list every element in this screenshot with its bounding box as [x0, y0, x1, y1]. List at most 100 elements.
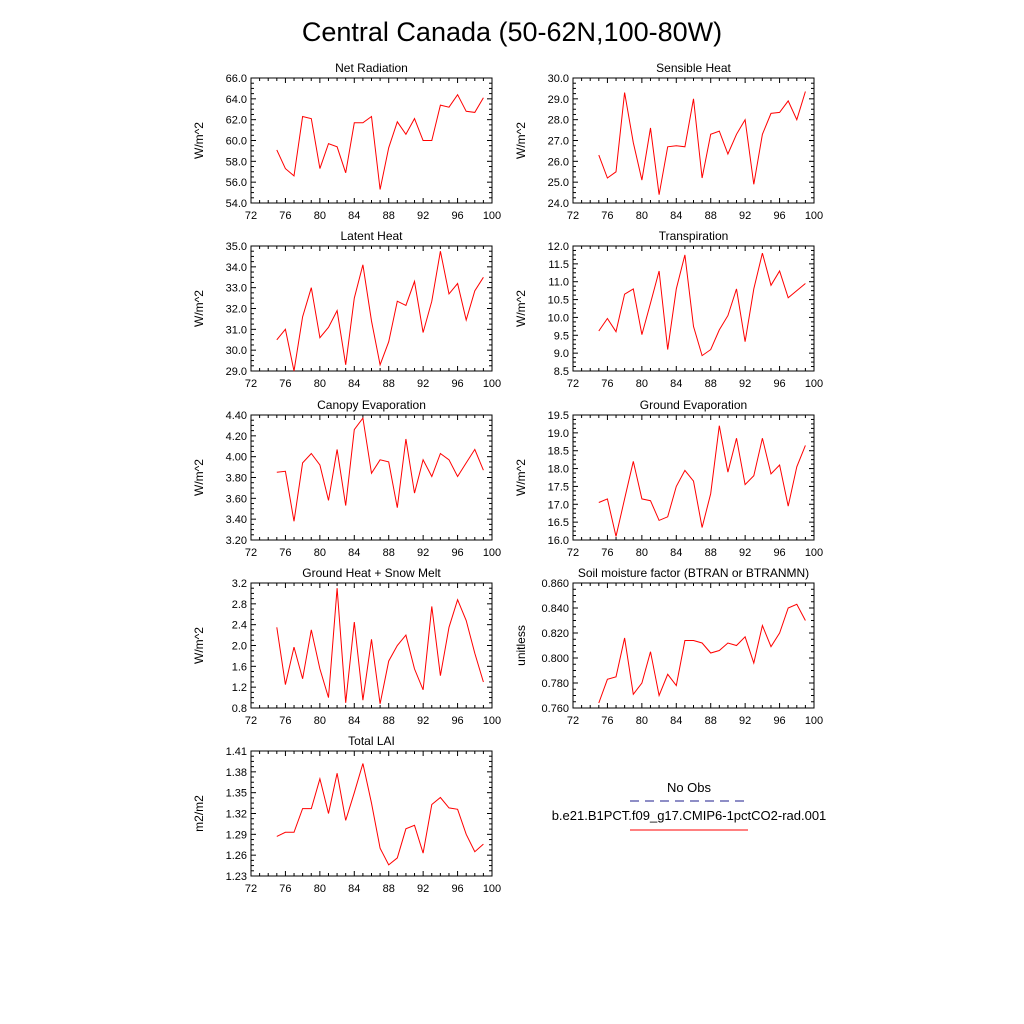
y-tick-label: 0.860	[541, 578, 569, 590]
chart-soil-moisture-factor-btran-or-btranmn: Soil moisture factor (BTRAN or BTRANMN) 7…	[514, 566, 823, 727]
y-tick-label: 17.0	[548, 499, 569, 511]
y-tick-label: 11.0	[548, 277, 569, 289]
x-tick-label: 76	[279, 715, 291, 727]
panel-title: Sensible Heat	[656, 61, 731, 75]
x-tick-label: 96	[451, 715, 463, 727]
legend: No Obs b.e21.B1PCT.f09_g17.CMIP6-1pctCO2…	[552, 780, 827, 831]
y-axis-label: W/m^2	[514, 290, 528, 327]
y-tick-label: 2.4	[232, 620, 247, 632]
y-tick-label: 3.40	[226, 514, 247, 526]
x-tick-label: 96	[773, 547, 785, 559]
x-tick-label: 76	[601, 547, 613, 559]
y-tick-label: 3.20	[226, 535, 247, 547]
y-tick-label: 1.38	[226, 767, 247, 779]
legend-label-model: b.e21.B1PCT.f09_g17.CMIP6-1pctCO2-rad.00…	[552, 808, 827, 823]
x-tick-label: 84	[348, 210, 360, 222]
x-tick-label: 84	[348, 547, 360, 559]
x-tick-label: 88	[705, 210, 717, 222]
x-tick-label: 84	[670, 210, 682, 222]
panel-title: Net Radiation	[335, 61, 408, 75]
y-tick-label: 3.60	[226, 493, 247, 505]
x-tick-label: 84	[348, 883, 360, 895]
panel-title: Soil moisture factor (BTRAN or BTRANMN)	[578, 566, 809, 580]
y-tick-label: 24.0	[548, 198, 569, 210]
y-tick-label: 19.0	[548, 428, 569, 440]
x-tick-label: 76	[279, 378, 291, 390]
y-tick-label: 10.0	[548, 312, 569, 324]
series-line	[598, 252, 806, 357]
x-tick-label: 88	[383, 547, 395, 559]
y-tick-label: 19.5	[548, 410, 569, 422]
y-tick-label: 54.0	[226, 198, 247, 210]
plot-frame	[250, 414, 493, 541]
plot-frame	[572, 414, 815, 541]
y-tick-label: 3.2	[232, 578, 247, 590]
x-tick-label: 72	[245, 883, 257, 895]
y-tick-label: 32.0	[226, 304, 247, 316]
panel-title: Ground Evaporation	[640, 398, 747, 412]
chart-ground-heat-snow-melt: Ground Heat + Snow Melt 72 76 80 84 88 92 96 100…	[192, 566, 501, 727]
plot-frame	[572, 582, 815, 709]
x-tick-label: 92	[739, 378, 751, 390]
x-tick-label: 92	[417, 210, 429, 222]
x-tick-label: 92	[739, 547, 751, 559]
x-tick-label: 88	[383, 378, 395, 390]
x-tick-label: 92	[417, 378, 429, 390]
y-tick-label: 3.80	[226, 473, 247, 485]
x-tick-label: 88	[705, 715, 717, 727]
plot-frame	[572, 245, 815, 372]
panel-title: Canopy Evaporation	[317, 398, 426, 412]
y-tick-label: 34.0	[226, 262, 247, 274]
chart-transpiration: Transpiration 72 76 80 84 88 92 96 100 8.5 9.0 9.5 1…	[514, 229, 823, 390]
plot-frame	[250, 582, 493, 709]
x-tick-label: 96	[773, 715, 785, 727]
y-axis-label: W/m^2	[192, 459, 206, 496]
x-tick-label: 80	[314, 715, 326, 727]
series-line	[598, 603, 806, 704]
x-tick-label: 84	[348, 715, 360, 727]
series-line	[598, 91, 806, 195]
x-tick-label: 100	[483, 378, 501, 390]
y-tick-label: 28.0	[548, 115, 569, 127]
y-tick-label: 1.32	[226, 809, 247, 821]
y-tick-label: 4.40	[226, 410, 247, 422]
x-tick-label: 80	[314, 883, 326, 895]
x-tick-label: 100	[483, 210, 501, 222]
x-tick-label: 88	[383, 883, 395, 895]
chart-latent-heat: Latent Heat 72 76 80 84 88 92 96 100 29.0 30.0 31.0…	[192, 229, 501, 390]
series-line	[598, 425, 806, 537]
y-tick-label: 18.5	[548, 446, 569, 458]
y-tick-label: 60.0	[226, 136, 247, 148]
y-tick-label: 2.0	[232, 641, 247, 653]
y-tick-label: 26.0	[548, 156, 569, 168]
y-tick-label: 66.0	[226, 73, 247, 85]
series-line	[276, 93, 484, 190]
x-tick-label: 84	[670, 547, 682, 559]
x-tick-label: 100	[805, 378, 823, 390]
y-tick-label: 25.0	[548, 177, 569, 189]
x-tick-label: 76	[601, 715, 613, 727]
y-tick-label: 33.0	[226, 283, 247, 295]
y-axis-label: m2/m2	[192, 795, 206, 832]
x-tick-label: 72	[245, 715, 257, 727]
y-tick-label: 16.0	[548, 535, 569, 547]
series-line	[276, 588, 484, 704]
x-tick-label: 72	[567, 210, 579, 222]
x-tick-label: 80	[314, 378, 326, 390]
x-tick-label: 76	[279, 210, 291, 222]
y-tick-label: 1.2	[232, 682, 247, 694]
x-tick-label: 80	[314, 210, 326, 222]
x-tick-label: 76	[601, 378, 613, 390]
x-tick-label: 84	[670, 715, 682, 727]
panel-title: Latent Heat	[340, 229, 403, 243]
x-tick-label: 100	[483, 883, 501, 895]
x-tick-label: 92	[417, 883, 429, 895]
x-tick-label: 96	[773, 210, 785, 222]
y-tick-label: 1.41	[226, 746, 247, 758]
plot-frame	[250, 245, 493, 372]
y-tick-label: 17.5	[548, 481, 569, 493]
x-tick-label: 72	[567, 715, 579, 727]
x-tick-label: 96	[451, 547, 463, 559]
y-tick-label: 29.0	[548, 94, 569, 106]
